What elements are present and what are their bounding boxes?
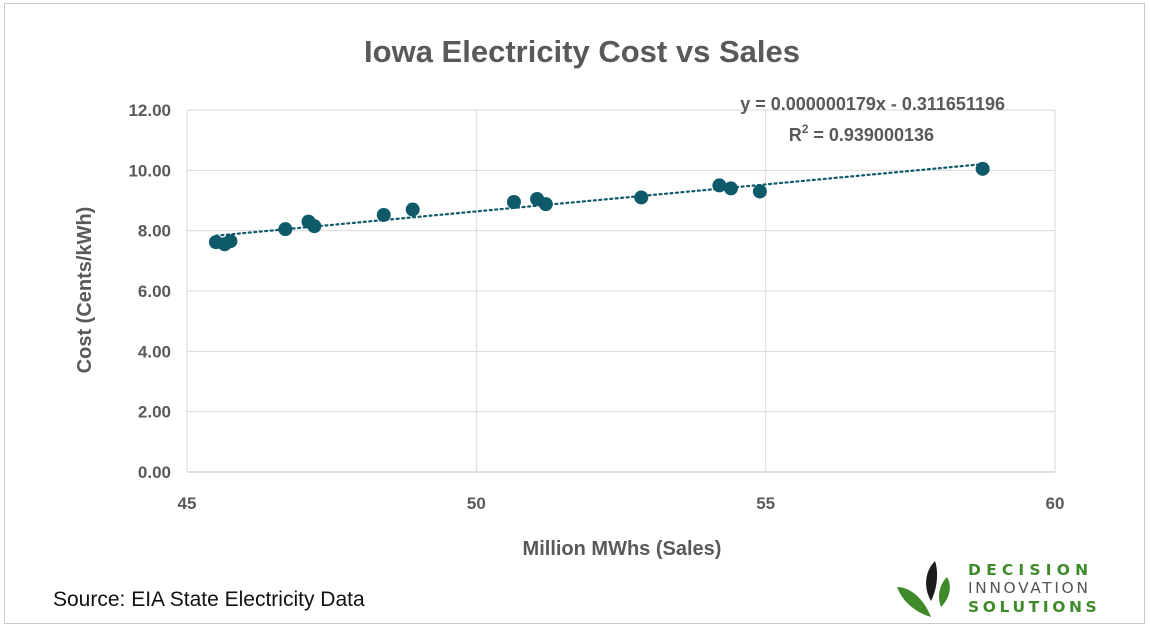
logo-word-solutions: SOLUTIONS [968, 598, 1101, 616]
logo-word-decision: DECISION [968, 561, 1094, 579]
y-tick-label: 4.00 [138, 342, 171, 361]
x-tick-label: 60 [1046, 494, 1065, 513]
source-note: Source: EIA State Electricity Data [53, 588, 365, 611]
y-tick-label: 8.00 [138, 222, 171, 241]
x-tick-label: 50 [467, 494, 486, 513]
chart-frame [4, 3, 1145, 624]
data-point [307, 219, 322, 234]
leaf-logo-icon [897, 561, 950, 617]
x-axis-label: Million MWhs (Sales) [523, 538, 722, 560]
company-logo: DECISION INNOVATION SOLUTIONS [895, 557, 1145, 625]
data-point [712, 178, 727, 193]
x-tick-label: 55 [756, 494, 775, 513]
x-tick-label: 45 [178, 494, 197, 513]
y-tick-label: 2.00 [138, 403, 171, 422]
data-point [376, 207, 391, 222]
r2-value: = 0.939000136 [808, 125, 934, 145]
data-point [223, 234, 238, 249]
data-point [405, 202, 420, 217]
y-tick-label: 0.00 [138, 463, 171, 482]
y-tick-label: 10.00 [128, 161, 171, 180]
trendline-r-squared: R2 = 0.939000136 [789, 122, 934, 145]
r2-label: R [789, 125, 802, 145]
data-point [634, 190, 649, 205]
y-axis-label: Cost (Cents/kWh) [74, 207, 96, 374]
data-point [975, 161, 990, 176]
y-tick-label: 6.00 [138, 282, 171, 301]
data-point [506, 195, 521, 210]
r2-superscript: 2 [802, 122, 809, 136]
data-point [752, 184, 767, 199]
logo-word-innovation: INNOVATION [968, 579, 1091, 597]
y-tick-label: 12.00 [128, 101, 171, 120]
tick-labels: 0.00 2.00 4.00 6.00 8.00 10.00 12.00 45 50 55 60 [128, 101, 1064, 513]
trendline [214, 163, 984, 237]
data-points [208, 161, 990, 252]
trendline-path [214, 163, 984, 237]
chart-title: Iowa Electricity Cost vs Sales [364, 34, 800, 69]
data-point [723, 181, 738, 196]
data-point [278, 222, 293, 237]
trendline-equation: y = 0.000000179x - 0.311651196 [740, 94, 1005, 114]
gridlines [186, 109, 1056, 473]
data-point [538, 197, 553, 212]
